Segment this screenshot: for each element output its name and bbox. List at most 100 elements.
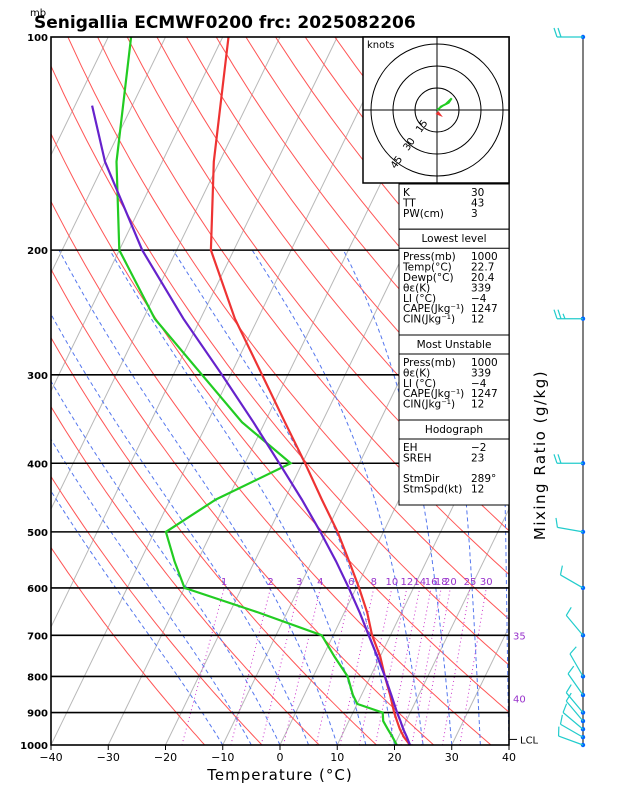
wind-barb-shaft: [565, 700, 584, 722]
hodograph-trace: [436, 97, 453, 111]
indices-row-label: θε(K): [403, 282, 430, 294]
y-tick-label: 200: [27, 246, 48, 257]
moist-adiabat-line: [251, 249, 424, 745]
indices-row-label: CIN(Jkg⁻¹): [403, 314, 455, 326]
moist-adiabat-line: [51, 490, 224, 745]
mixing-ratio-label: 12: [400, 577, 413, 588]
lcl-label: LCL: [520, 735, 539, 746]
wind-barb-flag: [565, 607, 572, 616]
hodograph-ring: [392, 65, 482, 155]
isotherm-line: [336, 389, 509, 745]
indices-box: [398, 228, 510, 336]
moist-adiabat-line: [51, 313, 310, 745]
pressure-unit: mb: [30, 8, 46, 19]
y-tick-label: 100: [27, 33, 48, 44]
mixing-ratio-line: [388, 587, 421, 745]
x-tick-label: −10: [211, 751, 234, 764]
wind-barb-shaft: [558, 735, 584, 746]
wind-barb-shaft: [560, 723, 584, 738]
dry-adiabat-line: [156, 37, 509, 489]
indices-row-label: θε(K): [403, 367, 430, 379]
indices-row-value: −4: [471, 293, 487, 305]
dry-adiabat-line: [51, 64, 509, 666]
indices-section: K 30 TT 43 PW(cm) 3: [398, 183, 510, 230]
indices-row-value: 23: [471, 452, 484, 464]
indices-row-value: 22.7: [471, 262, 494, 274]
isotherm-line: [51, 37, 224, 393]
mixing-ratio-label: 2: [267, 577, 273, 588]
indices-row-value: 1247: [471, 388, 498, 400]
axes: −40 −30 −20 −10 0 10 20 30 40 100 200 300 400 500 600 7…: [20, 33, 516, 764]
wind-barb-flag: [553, 454, 558, 464]
indices-row-label: StmDir: [403, 473, 440, 485]
indices-row-value: 12: [471, 314, 484, 326]
mixing-ratio-line: [358, 587, 393, 745]
indices-row-value: −2: [471, 442, 486, 454]
wind-barb-flag: [565, 692, 572, 702]
wind-barb-half-flag: [562, 313, 566, 319]
mixing-ratio-line: [441, 587, 471, 745]
x-tick-label: 20: [388, 751, 402, 764]
indices-row-value: 1000: [471, 357, 498, 369]
indices-section: Lowest level Press(mb) 1000 Temp(°C) 22.7 Dew…: [398, 228, 510, 336]
isotherm-line: [222, 153, 509, 745]
indices-row-label: TT: [402, 197, 416, 209]
isotherm-line: [51, 37, 281, 511]
indices-row-label: PW(cm): [403, 208, 444, 220]
indices-row-label: CIN(Jkg⁻¹): [403, 399, 455, 411]
wind-barb-flag: [555, 517, 558, 528]
hodograph-ring: [414, 87, 460, 133]
dewpoint-trace: [115, 37, 398, 745]
y-tick-label: 1000: [20, 741, 48, 752]
moist-adiabat-line: [109, 249, 367, 745]
wind-barb-shaft: [557, 526, 584, 533]
isotherm-line: [51, 37, 109, 157]
hodograph-units: knots: [367, 40, 394, 51]
mixing-ratio-label: 3: [296, 577, 302, 588]
wind-barb-flag: [559, 714, 563, 725]
mixing-ratio-label: 20: [444, 577, 457, 588]
x-axis-title: Temperature (°C): [206, 766, 352, 784]
y-tick-label: 300: [27, 371, 48, 382]
mixing-ratio-line: [411, 587, 442, 745]
y-tick-label: 500: [27, 528, 48, 539]
y-tick-label: 400: [27, 459, 48, 470]
x-tick-label: 40: [502, 751, 516, 764]
isotherm-line: [51, 37, 395, 745]
dry-adiabat-line: [51, 268, 435, 745]
temperature-trace: [209, 37, 411, 745]
indices-row-label: LI (°C): [403, 293, 436, 305]
indices-row-value: 12: [471, 399, 484, 411]
mixing-ratio-line: [374, 587, 408, 745]
dry-adiabat-line: [67, 37, 509, 620]
x-tick-label: −30: [97, 751, 120, 764]
theta-e-label: 40: [513, 695, 526, 706]
wind-barb-flag: [567, 665, 575, 675]
indices-section: Most Unstable Press(mb) 1000 θε(K) 339 LI (°C…: [398, 334, 510, 421]
hodograph-ring: [370, 43, 504, 177]
indices-row-value: 339: [471, 282, 491, 294]
isotherm-line: [394, 507, 509, 745]
mixing-ratio-label: 16: [425, 577, 438, 588]
wind-barb-flag: [559, 565, 563, 576]
indices-row-value: 20.4: [471, 272, 495, 284]
y-tick-label: 600: [27, 584, 48, 595]
indices-row-label: Temp(°C): [402, 262, 452, 274]
indices-heading: Hodograph: [425, 424, 483, 436]
wind-barb-flag: [557, 309, 562, 319]
indices-section: Hodograph EH −2 SREH 23 StmDir 289° StmSpd(kt) 1…: [398, 419, 510, 506]
dry-adiabat-line: [186, 37, 509, 447]
dry-adiabat-line: [51, 475, 263, 745]
mixing-ratio-label: 30: [480, 577, 493, 588]
indices-row-label: K: [403, 187, 411, 199]
indices-row-label: LI (°C): [403, 378, 436, 390]
wind-barbs: [553, 27, 586, 748]
x-tick-label: 30: [445, 751, 459, 764]
wind-barb-flag: [557, 27, 562, 38]
dry-adiabat-line: [51, 405, 320, 745]
wind-barb-shaft: [567, 673, 584, 696]
indices-row-label: Press(mb): [403, 251, 456, 263]
mixing-ratio-line: [230, 587, 272, 745]
mixing-ratio-line: [260, 587, 300, 745]
